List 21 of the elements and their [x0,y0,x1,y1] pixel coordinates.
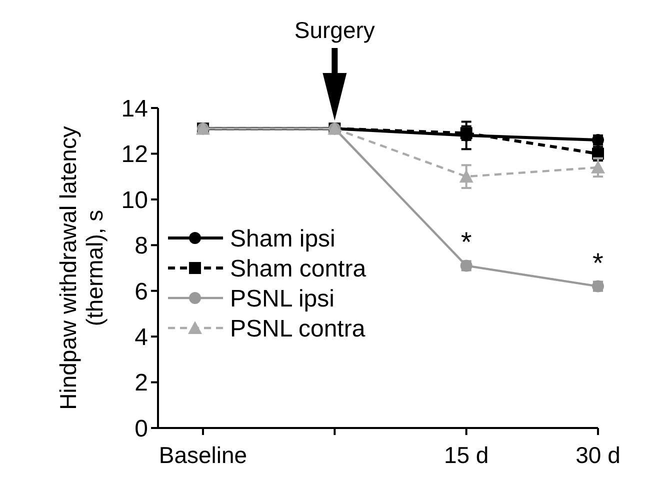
annotation: * [460,226,472,258]
y-tick-label: 0 [134,415,148,442]
text: Surgery [294,17,376,43]
legend-label: Sham contra [230,255,367,282]
y-tick-label: 10 [121,186,148,214]
x-tick-label: Baseline [158,442,248,468]
annotation: * [592,247,604,278]
y-tick-label: 12 [121,141,148,168]
y-tick-label: 14 [121,95,148,122]
point [591,160,605,174]
point [459,170,474,183]
x-tick-label: 30 d [576,442,620,468]
y-tick-label: 4 [134,324,148,351]
legend-label: PSNL ipsi [230,285,334,312]
legend-label: PSNL contra [230,315,366,342]
x-tick-label: 15 d [444,442,489,468]
y-tick-label: 2 [134,370,148,397]
y-tick-label: 6 [134,278,148,306]
y-axis-title: Hindpaw withdrawal latency (thermal), s [55,126,108,410]
legend-label: Sham ipsi [230,225,336,252]
y-tick-label: 8 [134,232,148,260]
